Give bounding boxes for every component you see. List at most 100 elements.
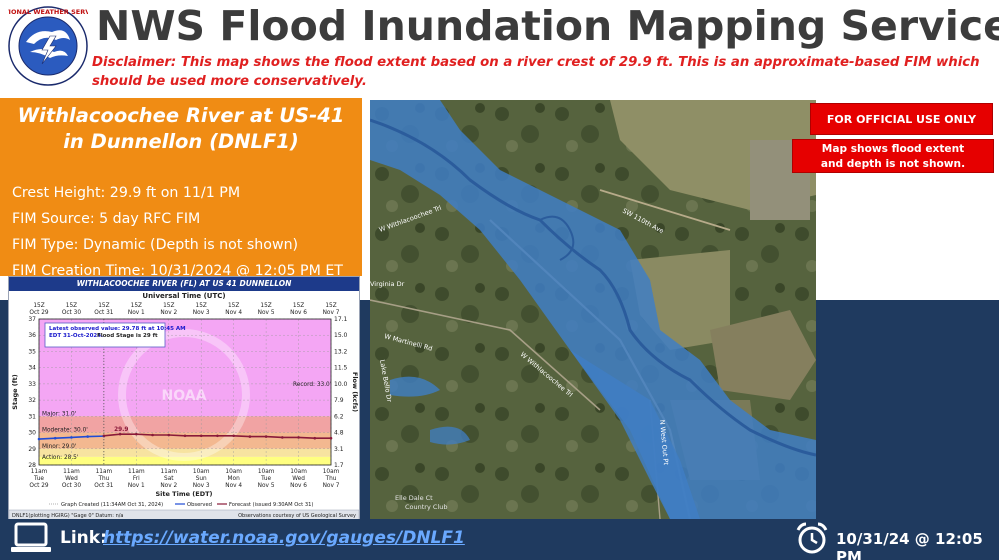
- bottom-tick-time: 10am: [225, 469, 242, 475]
- footer-left: DNLF1(plotting HGIRG) "Gage 0" Datum: n/…: [12, 513, 124, 519]
- data-point: [151, 433, 154, 437]
- data-point: [70, 436, 73, 439]
- data-point: [86, 435, 89, 438]
- right-tick: 10.0: [334, 381, 348, 388]
- noaa-watermark-text: NOAA: [162, 388, 207, 404]
- depth-note-banner: Map shows flood extent and depth is not …: [792, 139, 994, 173]
- crest-label: 29.9: [114, 427, 128, 433]
- fim-type: FIM Type: Dynamic (Depth is not shown): [12, 237, 299, 253]
- bottom-tick-time: 11am: [63, 469, 80, 475]
- right-tick: 11.5: [334, 365, 348, 372]
- bottom-tick-day: Fri: [133, 476, 140, 482]
- bottom-tick-date: Nov 3: [193, 483, 210, 489]
- bottom-tick-time: 11am: [31, 469, 48, 475]
- bottom-axis-label: Site Time (EDT): [155, 490, 212, 498]
- bottom-tick-date: Nov 4: [225, 483, 242, 489]
- crest-height: Crest Height: 29.9 ft on 11/1 PM: [12, 185, 241, 201]
- map-label: Virginia Dr: [370, 280, 405, 288]
- right-tick: 7.9: [334, 397, 344, 404]
- map-label: N West Out Pt: [658, 419, 670, 465]
- top-tick-date: Nov 6: [290, 310, 307, 316]
- latest-line2: EDT 31-Oct-2024.: [49, 333, 103, 339]
- bottom-tick-time: 10am: [290, 469, 307, 475]
- top-tick-time: 15Z: [293, 303, 304, 309]
- flood-inundation-map[interactable]: SW 110th Ave W Withlacoochee Trl Virgini…: [370, 100, 816, 519]
- left-tick: 35: [28, 348, 36, 355]
- bottom-tick-time: 10am: [193, 469, 210, 475]
- moderate-label: Moderate: 30.0': [42, 428, 88, 434]
- bottom-tick-time: 11am: [160, 469, 177, 475]
- data-point: [118, 432, 122, 436]
- top-tick-time: 15Z: [325, 303, 336, 309]
- top-tick-time: 15Z: [228, 303, 239, 309]
- logo-text: NATIONAL WEATHER SERVICE: [8, 8, 88, 16]
- bottom-tick-day: Mon: [228, 476, 241, 482]
- data-point: [281, 436, 284, 439]
- official-use-banner: FOR OFFICIAL USE ONLY: [810, 103, 993, 135]
- top-tick-time: 15Z: [196, 303, 207, 309]
- data-point: [102, 434, 106, 438]
- data-point: [313, 436, 317, 440]
- gauge-link[interactable]: https://water.noaa.gov/gauges/DNLF1: [103, 528, 465, 548]
- river-title: Withlacoochee River at US-41 in Dunnello…: [0, 103, 362, 155]
- record-label: Record: 33.0': [293, 382, 332, 388]
- bottom-tick-date: Nov 1: [128, 483, 145, 489]
- fim-creation-time: FIM Creation Time: 10/31/2024 @ 12:05 PM…: [12, 263, 343, 279]
- bottom-tick-date: Nov 6: [290, 483, 307, 489]
- hydrograph: WITHLACOOCHEE RIVER (FL) AT US 41 DUNNEL…: [8, 276, 360, 521]
- left-tick: 36: [28, 332, 36, 339]
- data-point: [297, 436, 300, 439]
- ylabel-left: Stage (ft): [11, 374, 19, 409]
- depth-note-line2: and depth is not shown.: [820, 158, 966, 170]
- footer-right: Observations courtesy of US Geological S…: [238, 513, 356, 519]
- minor-label: Minor: 29.0': [42, 444, 77, 450]
- river-info-panel: [0, 98, 362, 276]
- data-point: [37, 437, 41, 441]
- left-tick: 28: [28, 462, 36, 469]
- data-point: [53, 436, 57, 440]
- bottom-tick-date: Oct 29: [29, 483, 49, 489]
- latest-line3: Flood Stage is 29 ft: [97, 333, 158, 339]
- data-point: [135, 432, 138, 436]
- major-label: Major: 31.0': [42, 411, 77, 417]
- bottom-tick-date: Nov 2: [160, 483, 177, 489]
- top-tick-time: 15Z: [66, 303, 77, 309]
- map-label: Elle Dale Ct: [395, 494, 433, 502]
- bottom-tick-day: Sun: [196, 476, 207, 482]
- top-tick-date: Oct 31: [94, 310, 114, 316]
- band-major: [39, 416, 331, 433]
- top-tick-time: 15Z: [33, 303, 44, 309]
- data-point: [248, 435, 252, 438]
- river-title-line1: Withlacoochee River at US-41: [17, 104, 345, 127]
- data-point: [216, 434, 219, 438]
- hydrograph-title: WITHLACOOCHEE RIVER (FL) AT US 41 DUNNEL…: [9, 277, 359, 291]
- left-tick: 34: [28, 365, 36, 372]
- top-tick-date: Nov 4: [225, 310, 242, 316]
- top-tick-time: 15Z: [98, 303, 109, 309]
- right-tick: 1.7: [334, 462, 344, 469]
- top-tick-date: Nov 2: [160, 310, 177, 316]
- top-tick-date: Nov 7: [323, 310, 340, 316]
- top-tick-date: Oct 29: [29, 310, 49, 316]
- bottom-tick-time: 10am: [258, 469, 275, 475]
- data-point: [329, 436, 333, 440]
- bottom-tick-date: Nov 7: [323, 483, 340, 489]
- disclaimer-text: Disclaimer: This map shows the flood ext…: [92, 55, 980, 89]
- data-point: [232, 434, 235, 438]
- bottom-tick-day: Wed: [292, 476, 305, 482]
- top-axis-label: Universal Time (UTC): [142, 292, 225, 300]
- legend-observed: Observed: [187, 502, 212, 508]
- latest-box: [44, 322, 166, 348]
- bottom-tick-time: 11am: [96, 469, 113, 475]
- river-title-line2: in Dunnellon (DNLF1): [63, 130, 299, 153]
- map-label: Country Club: [405, 503, 447, 511]
- page-title: NWS Flood Inundation Mapping Services: [96, 2, 999, 50]
- left-tick: 32: [28, 397, 36, 404]
- data-point: [264, 435, 268, 438]
- top-tick-date: Nov 3: [193, 310, 210, 316]
- bottom-tick-day: Wed: [65, 476, 78, 482]
- fim-info: Crest Height: 29.9 ft on 11/1 PM FIM Sou…: [12, 180, 343, 284]
- left-tick: 29: [28, 446, 36, 453]
